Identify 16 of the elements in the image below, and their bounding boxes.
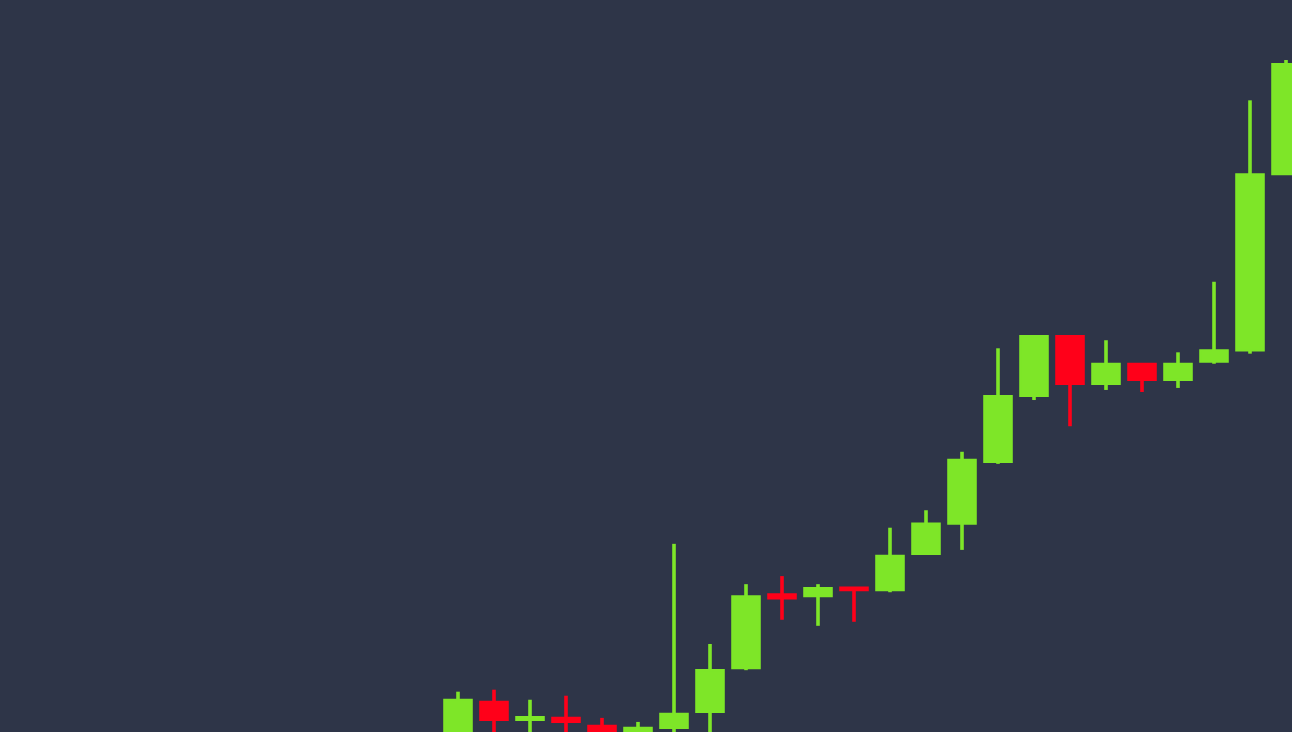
- candlestick: [839, 586, 869, 624]
- candlestick: [803, 582, 833, 628]
- candlestick: [1091, 338, 1121, 392]
- candlestick: [443, 689, 473, 732]
- candlestick: [1055, 334, 1085, 429]
- candlestick: [659, 542, 689, 732]
- candlestick: [1199, 279, 1229, 366]
- candlestick: [479, 687, 509, 732]
- candlestick: [551, 693, 581, 732]
- candlestick: [911, 508, 941, 556]
- candlestick: [695, 642, 725, 732]
- candlestick: [875, 525, 905, 595]
- candlestick: [1127, 361, 1157, 394]
- candlestick: [1163, 350, 1193, 390]
- candlestick: [515, 697, 545, 732]
- candlestick: [767, 574, 797, 622]
